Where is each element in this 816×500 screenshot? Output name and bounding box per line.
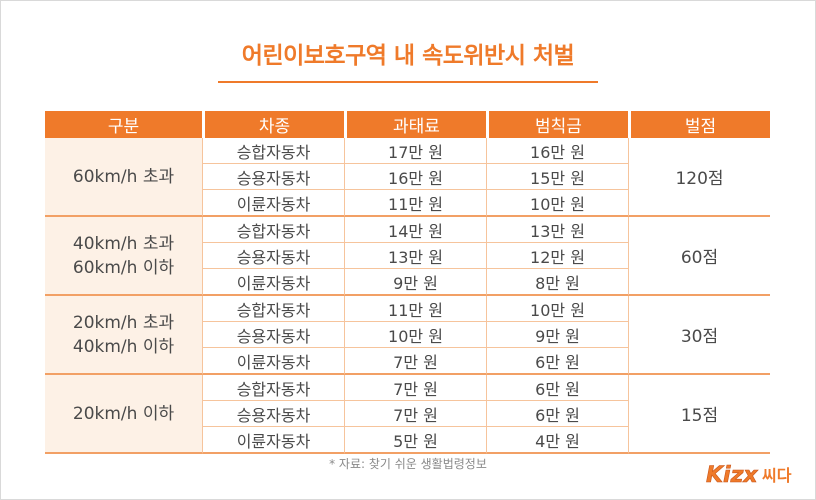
page-title: 어린이보호구역 내 속도위반시 처벌	[241, 43, 575, 69]
vehicle-type-cell: 승합자동차	[202, 217, 344, 243]
speed-category-label: 20km/h 초과	[72, 312, 175, 333]
fine-cell: 14만 원	[344, 217, 486, 243]
speed-category-label: 40km/h 초과	[72, 233, 175, 254]
penalty-cell: 4만 원	[486, 427, 628, 454]
table-row: 승용자동차 13만 원 12만 원	[45, 243, 770, 269]
penalty-cell: 8만 원	[486, 269, 628, 296]
penalty-cell: 10만 원	[486, 190, 628, 217]
fine-cell: 7만 원	[344, 375, 486, 401]
svg-text:씨다: 씨다	[762, 466, 792, 485]
table-row: 승용자동차 16만 원 15만 원	[45, 164, 770, 190]
speed-category-label: 60km/h 초과	[72, 166, 175, 187]
vehicle-type-cell: 승용자동차	[202, 243, 344, 269]
header-penalty: 범칙금	[486, 111, 628, 138]
fine-cell: 7만 원	[344, 348, 486, 375]
speed-category-cell: 20km/h 초과 40km/h 이하	[45, 296, 202, 375]
fine-cell: 17만 원	[344, 138, 486, 164]
penalty-cell: 9만 원	[486, 322, 628, 348]
speed-category-label: 40km/h 이하	[72, 336, 175, 357]
penalty-cell: 10만 원	[486, 296, 628, 322]
vehicle-type-cell: 이륜자동차	[202, 427, 344, 454]
vehicle-type-cell: 승합자동차	[202, 296, 344, 322]
speed-category-label: 20km/h 이하	[72, 403, 175, 424]
header-points: 벌점	[628, 111, 770, 138]
table-row: 이륜자동차 7만 원 6만 원	[45, 348, 770, 375]
penalty-cell: 6만 원	[486, 401, 628, 427]
table-row: 이륜자동차 11만 원 10만 원	[45, 190, 770, 217]
penalty-cell: 6만 원	[486, 348, 628, 375]
fine-table: 구분 차종 과태료 범칙금 벌점 60km/h 초과 승합자동차 17만 원 16만 …	[45, 111, 770, 454]
speed-category-cell: 60km/h 초과	[45, 138, 202, 217]
fine-cell: 7만 원	[344, 401, 486, 427]
table-row: 이륜자동차 5만 원 4만 원	[45, 427, 770, 454]
vehicle-type-cell: 승합자동차	[202, 375, 344, 401]
points-cell: 60점	[628, 217, 770, 296]
fine-cell: 13만 원	[344, 243, 486, 269]
vehicle-type-cell: 이륜자동차	[202, 269, 344, 296]
table-row: 이륜자동차 9만 원 8만 원	[45, 269, 770, 296]
fine-cell: 11만 원	[344, 190, 486, 217]
vehicle-type-cell: 이륜자동차	[202, 190, 344, 217]
table-row: 20km/h 초과 40km/h 이하 승합자동차 11만 원 10만 원 30점	[45, 296, 770, 375]
speed-category-cell: 20km/h 이하	[45, 375, 202, 454]
source-note: * 자료: 찾기 쉬운 생활법령정보	[329, 457, 487, 471]
kizmom-logo-icon: Kizx 씨다	[706, 463, 792, 489]
header-fine: 과태료	[344, 111, 486, 138]
header-category: 구분	[45, 111, 202, 138]
vehicle-type-cell: 승용자동차	[202, 164, 344, 190]
points-cell: 120점	[628, 138, 770, 217]
speed-category-cell: 40km/h 초과 60km/h 이하	[45, 217, 202, 296]
penalty-cell: 16만 원	[486, 138, 628, 164]
fine-cell: 16만 원	[344, 164, 486, 190]
points-cell: 30점	[628, 296, 770, 375]
fine-cell: 5만 원	[344, 427, 486, 454]
fine-cell: 9만 원	[344, 269, 486, 296]
table-row: 20km/h 이하 승합자동차 7만 원 6만 원 15점	[45, 375, 770, 454]
vehicle-type-cell: 승용자동차	[202, 322, 344, 348]
table-row: 승용자동차 10만 원 9만 원	[45, 322, 770, 348]
svg-text:Kizx: Kizx	[706, 463, 758, 488]
title-underline	[218, 81, 598, 83]
table-row: 60km/h 초과 승합자동차 17만 원 16만 원 120점	[45, 138, 770, 217]
penalty-cell: 13만 원	[486, 217, 628, 243]
table-row: 승용자동차 7만 원 6만 원	[45, 401, 770, 427]
penalty-cell: 12만 원	[486, 243, 628, 269]
fine-cell: 11만 원	[344, 296, 486, 322]
table-body: 60km/h 초과 승합자동차 17만 원 16만 원 120점 승용자동차 16만 원 15…	[45, 138, 770, 454]
speed-category-label: 60km/h 이하	[72, 257, 175, 278]
vehicle-type-cell: 이륜자동차	[202, 348, 344, 375]
fine-cell: 10만 원	[344, 322, 486, 348]
penalty-cell: 15만 원	[486, 164, 628, 190]
penalty-cell: 6만 원	[486, 375, 628, 401]
vehicle-type-cell: 승용자동차	[202, 401, 344, 427]
header-vehicle: 차종	[202, 111, 344, 138]
vehicle-type-cell: 승합자동차	[202, 138, 344, 164]
table-row: 40km/h 초과 60km/h 이하 승합자동차 14만 원 13만 원 60점	[45, 217, 770, 296]
points-cell: 15점	[628, 375, 770, 454]
